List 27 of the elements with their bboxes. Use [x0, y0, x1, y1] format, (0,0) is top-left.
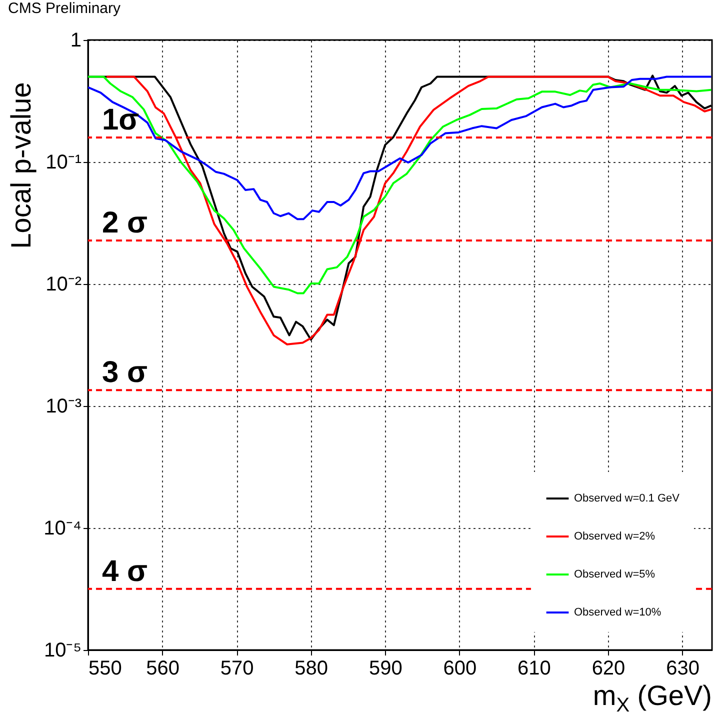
chart-title: CMS Preliminary [8, 0, 122, 17]
legend-label: Observed w=0.1 GeV [574, 492, 680, 504]
ref-line-label: 1σ [102, 104, 140, 137]
ref-line-label: 4 σ [102, 554, 148, 588]
y-tick-label: 10⁻¹ [46, 152, 82, 174]
y-axis-title: Local p-value [6, 82, 36, 249]
x-tick-label: 630 [666, 658, 700, 680]
x-tick-label: 610 [518, 658, 551, 680]
legend-label: Observed w=10% [574, 606, 662, 618]
ref-line-label: 2 σ [102, 206, 148, 240]
ref-line-label: 3 σ [102, 356, 148, 390]
x-tick-label: 620 [592, 658, 626, 680]
legend-label: Observed w=5% [574, 568, 656, 580]
x-axis-title: m$_{X}$ (GeV) [592, 680, 712, 716]
x-tick-label: 550 [88, 658, 122, 680]
x-tick-label: 560 [146, 658, 180, 680]
y-tick-label: 10⁻⁴ [44, 518, 82, 540]
line-series [88, 76, 712, 294]
y-tick-label: 10⁻³ [46, 396, 82, 418]
y-tick-label: 1 [70, 30, 82, 52]
x-tick-label: 570 [220, 658, 254, 680]
y-tick-label: 10⁻² [46, 274, 82, 296]
x-tick-label: 590 [368, 658, 402, 680]
x-tick-label: 600 [443, 658, 477, 680]
legend-label: Observed w=2% [574, 530, 656, 542]
y-tick-label: 10⁻⁵ [44, 640, 82, 662]
x-tick-label: 580 [294, 658, 328, 680]
